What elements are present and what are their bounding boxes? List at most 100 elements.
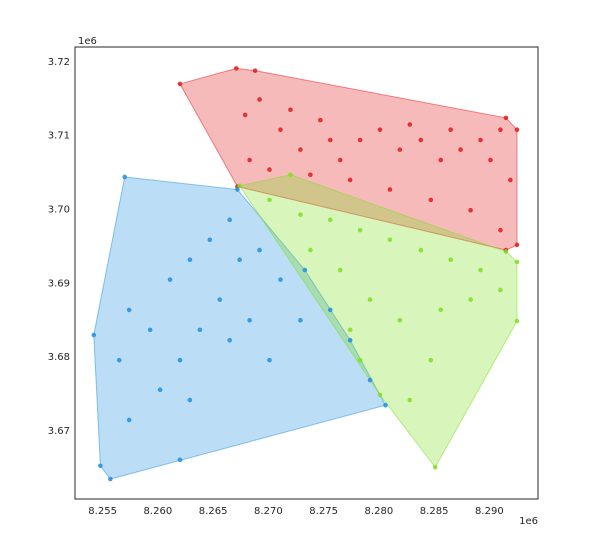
point <box>448 257 454 263</box>
y-tick-label: 3.68 <box>48 352 70 363</box>
point <box>197 327 203 333</box>
y-tick-label: 3.71 <box>48 131 70 142</box>
point <box>308 172 313 178</box>
point <box>327 307 333 313</box>
x-tick-label: 8.285 <box>420 506 449 517</box>
y-tick-label: 3.67 <box>48 426 70 437</box>
point <box>377 127 383 133</box>
point <box>278 127 283 133</box>
point <box>237 183 242 189</box>
point <box>514 318 520 324</box>
point <box>147 327 153 333</box>
point <box>397 317 403 323</box>
point <box>337 157 343 163</box>
point <box>498 227 503 233</box>
x-tick-label: 8.265 <box>199 506 228 517</box>
point <box>407 397 413 403</box>
point <box>327 137 333 143</box>
point <box>508 177 513 183</box>
point <box>187 257 193 263</box>
point <box>318 117 323 123</box>
point <box>227 337 233 343</box>
x-tick-label: 8.275 <box>309 506 338 517</box>
point <box>234 66 239 71</box>
point <box>337 267 343 273</box>
y-tick-label: 3.72 <box>48 57 70 68</box>
point <box>207 237 213 243</box>
point <box>347 177 353 183</box>
point <box>514 259 520 265</box>
cluster-hull <box>238 174 518 469</box>
point <box>432 464 438 470</box>
y-offset-label: 1e6 <box>78 36 97 47</box>
point <box>302 267 308 273</box>
point <box>438 157 444 163</box>
point <box>383 402 388 408</box>
point <box>157 387 163 392</box>
point <box>167 277 173 282</box>
point <box>227 217 233 223</box>
point <box>503 249 509 254</box>
point <box>237 257 242 263</box>
point <box>278 277 283 282</box>
x-tick-label: 8.255 <box>88 506 117 517</box>
point <box>347 327 353 333</box>
point <box>126 417 132 423</box>
point <box>257 247 262 253</box>
point <box>235 187 240 192</box>
point <box>357 137 363 143</box>
point <box>257 97 262 102</box>
point <box>387 237 393 243</box>
point <box>418 247 424 253</box>
point <box>514 242 520 248</box>
point <box>367 297 373 302</box>
point <box>217 297 223 302</box>
point <box>448 127 454 133</box>
series <box>91 174 388 482</box>
x-offset-label: 1e6 <box>519 516 538 527</box>
point <box>177 81 183 87</box>
y-tick-label: 3.70 <box>48 204 70 215</box>
x-tick-label: 8.260 <box>144 506 173 517</box>
point <box>122 174 128 180</box>
point <box>91 332 97 338</box>
point <box>498 127 503 133</box>
point <box>177 457 183 463</box>
point <box>298 212 303 217</box>
point <box>428 197 434 203</box>
point <box>514 127 520 133</box>
point <box>397 147 403 152</box>
point <box>438 307 444 313</box>
point <box>267 357 272 363</box>
point <box>252 68 258 73</box>
point <box>242 112 248 118</box>
point <box>327 217 333 223</box>
point <box>468 297 473 302</box>
point <box>187 397 193 403</box>
point <box>116 357 122 363</box>
point <box>488 157 493 163</box>
point <box>267 167 272 172</box>
point <box>288 172 293 178</box>
y-tick-label: 3.69 <box>48 278 70 289</box>
point <box>267 197 272 203</box>
point <box>407 122 413 127</box>
point <box>247 157 252 163</box>
point <box>98 463 103 469</box>
point <box>387 187 393 192</box>
point <box>126 307 132 313</box>
point <box>177 357 183 363</box>
point <box>298 147 303 152</box>
point <box>347 337 353 343</box>
point <box>458 147 463 152</box>
x-tick-label: 8.290 <box>475 506 504 517</box>
point <box>367 377 373 383</box>
point <box>498 287 503 293</box>
point <box>478 137 483 143</box>
point <box>247 317 252 323</box>
point <box>468 207 473 213</box>
point <box>503 115 509 121</box>
point <box>377 392 383 398</box>
